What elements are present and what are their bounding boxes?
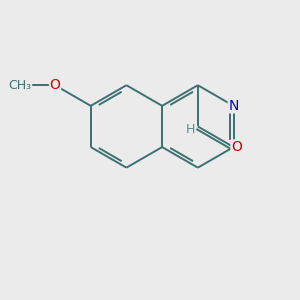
Text: H: H [186,123,195,136]
Text: CH₃: CH₃ [8,79,32,92]
Text: N: N [228,99,239,113]
Text: O: O [50,78,61,92]
Text: O: O [231,140,242,154]
